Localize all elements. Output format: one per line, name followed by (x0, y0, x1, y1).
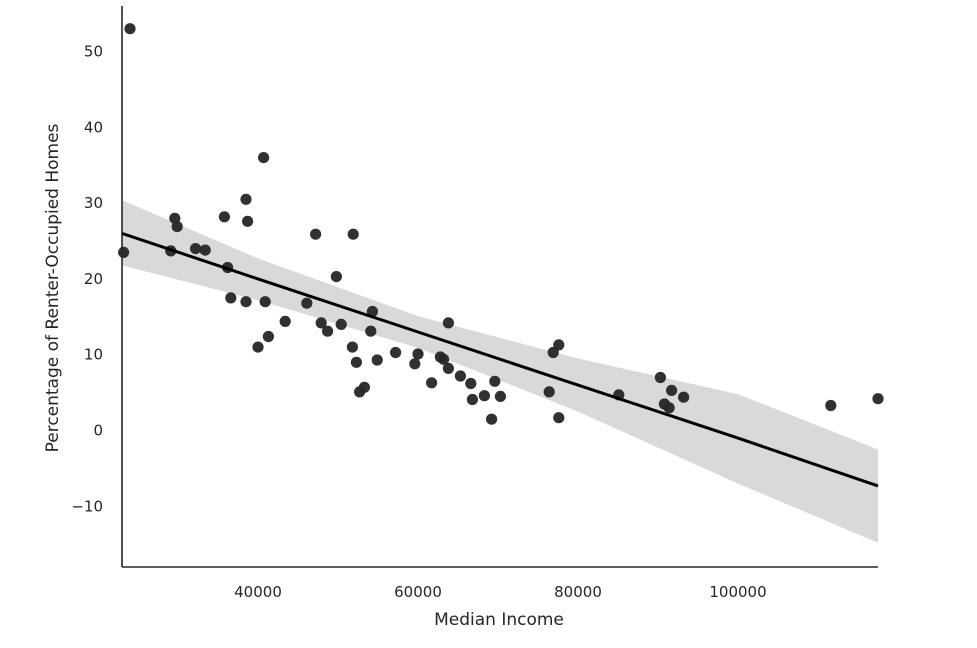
regression-layer (121, 231, 879, 488)
y-tick-label: 10 (84, 346, 103, 364)
data-point (118, 246, 130, 258)
x-axis-title: Median Income (434, 610, 564, 630)
data-point (240, 193, 252, 205)
data-point (465, 377, 477, 390)
data-point (218, 211, 230, 223)
data-point (412, 348, 424, 360)
data-point (438, 353, 450, 365)
data-point (365, 325, 377, 337)
data-point (442, 317, 454, 329)
data-point (426, 377, 438, 389)
data-point (494, 390, 506, 402)
data-point (442, 362, 454, 374)
y-axis-title: Percentage of Renter-Occupied Homes (43, 123, 63, 452)
data-point (242, 215, 254, 227)
data-point (322, 325, 334, 337)
confidence-band-layer (122, 200, 878, 543)
confidence-band (122, 200, 878, 543)
data-point (825, 399, 837, 412)
y-tick-label: 40 (84, 118, 103, 136)
data-point (240, 296, 252, 308)
data-point (358, 381, 370, 393)
y-tick-label: 20 (84, 270, 103, 288)
data-point (478, 390, 490, 402)
x-ticks-layer: 40000 60000 80000 100000 (234, 583, 766, 601)
y-tick-label: 0 (93, 422, 103, 440)
x-tick-label: 100000 (709, 583, 766, 601)
data-point (315, 317, 327, 329)
data-point (553, 339, 565, 351)
data-point (454, 370, 466, 382)
data-point (543, 386, 555, 398)
data-point (258, 152, 270, 164)
data-point (346, 341, 358, 353)
data-point (225, 292, 237, 304)
data-point (279, 315, 291, 327)
data-point (654, 371, 667, 384)
data-point (666, 384, 678, 396)
data-point (390, 346, 402, 359)
y-ticks-layer: −10 0 10 20 30 40 50 (71, 43, 103, 516)
y-tick-label: −10 (71, 497, 103, 515)
data-point (371, 354, 383, 366)
data-point (486, 413, 498, 425)
data-point (262, 330, 274, 343)
data-point (190, 243, 202, 255)
data-point (259, 296, 271, 308)
data-point (466, 393, 478, 406)
data-point (330, 271, 342, 283)
data-point (663, 402, 675, 414)
data-point (124, 23, 136, 35)
data-point (252, 341, 264, 353)
data-point (553, 412, 565, 424)
data-point (171, 221, 183, 233)
data-point (678, 391, 690, 403)
data-point (301, 297, 313, 309)
x-tick-label: 40000 (234, 583, 282, 601)
data-point (335, 318, 347, 330)
data-point (310, 228, 322, 240)
data-point (350, 356, 362, 368)
data-point (347, 228, 359, 240)
data-point (366, 305, 378, 318)
regression-line (121, 231, 879, 488)
data-point (199, 244, 211, 256)
data-point (409, 358, 421, 370)
y-tick-label: 30 (84, 194, 103, 212)
data-point (489, 375, 501, 387)
x-tick-label: 60000 (394, 583, 442, 601)
y-tick-label: 50 (84, 43, 103, 61)
x-tick-label: 80000 (554, 583, 602, 601)
data-point (872, 393, 884, 405)
points-layer (118, 23, 884, 425)
